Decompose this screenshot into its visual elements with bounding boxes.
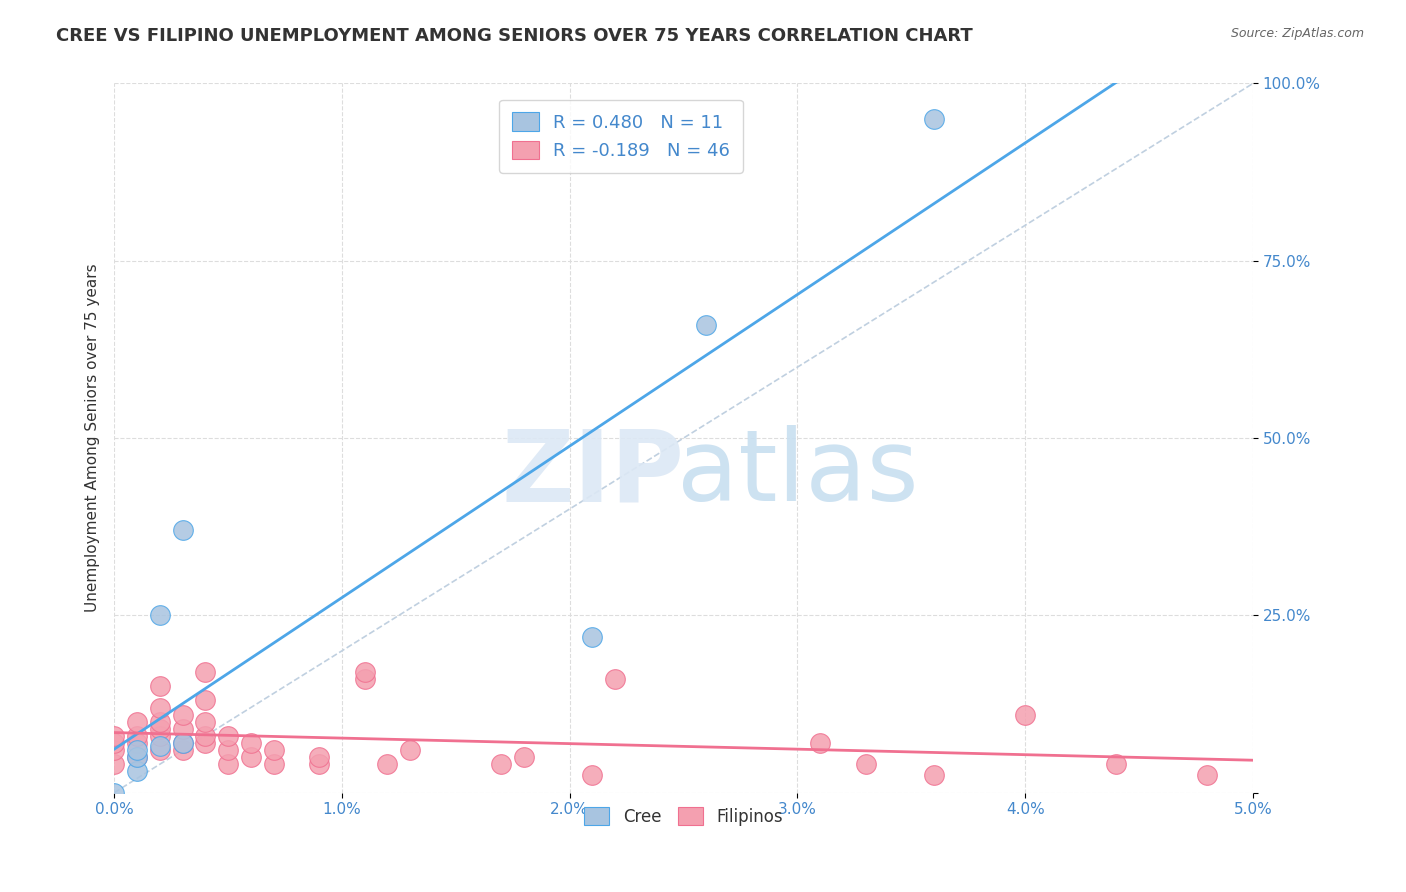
Point	[125, 743, 148, 757]
Point	[194, 693, 217, 707]
Point	[217, 743, 239, 757]
Text: CREE VS FILIPINO UNEMPLOYMENT AMONG SENIORS OVER 75 YEARS CORRELATION CHART: CREE VS FILIPINO UNEMPLOYMENT AMONG SENI…	[56, 27, 973, 45]
Point	[125, 750, 148, 764]
Point	[125, 764, 148, 779]
Point	[149, 679, 172, 693]
Point	[922, 768, 945, 782]
Point	[103, 743, 125, 757]
Point	[194, 729, 217, 743]
Point	[581, 630, 603, 644]
Point	[855, 757, 877, 772]
Point	[103, 786, 125, 800]
Point	[399, 743, 422, 757]
Y-axis label: Unemployment Among Seniors over 75 years: Unemployment Among Seniors over 75 years	[86, 264, 100, 613]
Point	[149, 722, 172, 736]
Point	[353, 672, 375, 686]
Point	[172, 736, 194, 750]
Point	[513, 750, 536, 764]
Point	[308, 757, 330, 772]
Point	[808, 736, 831, 750]
Point	[217, 729, 239, 743]
Point	[172, 722, 194, 736]
Point	[239, 750, 262, 764]
Point	[263, 757, 285, 772]
Point	[217, 757, 239, 772]
Point	[308, 750, 330, 764]
Text: atlas: atlas	[676, 425, 918, 522]
Point	[605, 672, 627, 686]
Point	[103, 729, 125, 743]
Point	[1105, 757, 1128, 772]
Text: Source: ZipAtlas.com: Source: ZipAtlas.com	[1230, 27, 1364, 40]
Point	[263, 743, 285, 757]
Point	[149, 714, 172, 729]
Point	[149, 743, 172, 757]
Point	[581, 768, 603, 782]
Point	[239, 736, 262, 750]
Point	[1014, 707, 1036, 722]
Legend: Cree, Filipinos: Cree, Filipinos	[576, 799, 792, 834]
Point	[149, 608, 172, 623]
Point	[194, 714, 217, 729]
Point	[922, 112, 945, 126]
Point	[194, 736, 217, 750]
Point	[695, 318, 717, 332]
Point	[149, 729, 172, 743]
Point	[125, 729, 148, 743]
Point	[125, 736, 148, 750]
Point	[103, 736, 125, 750]
Point	[103, 757, 125, 772]
Point	[353, 665, 375, 679]
Point	[125, 750, 148, 764]
Point	[149, 700, 172, 714]
Point	[172, 707, 194, 722]
Point	[1197, 768, 1219, 782]
Point	[149, 739, 172, 753]
Point	[125, 714, 148, 729]
Text: ZIP: ZIP	[501, 425, 683, 522]
Point	[172, 743, 194, 757]
Point	[172, 523, 194, 537]
Point	[377, 757, 399, 772]
Point	[194, 665, 217, 679]
Point	[172, 736, 194, 750]
Point	[491, 757, 513, 772]
